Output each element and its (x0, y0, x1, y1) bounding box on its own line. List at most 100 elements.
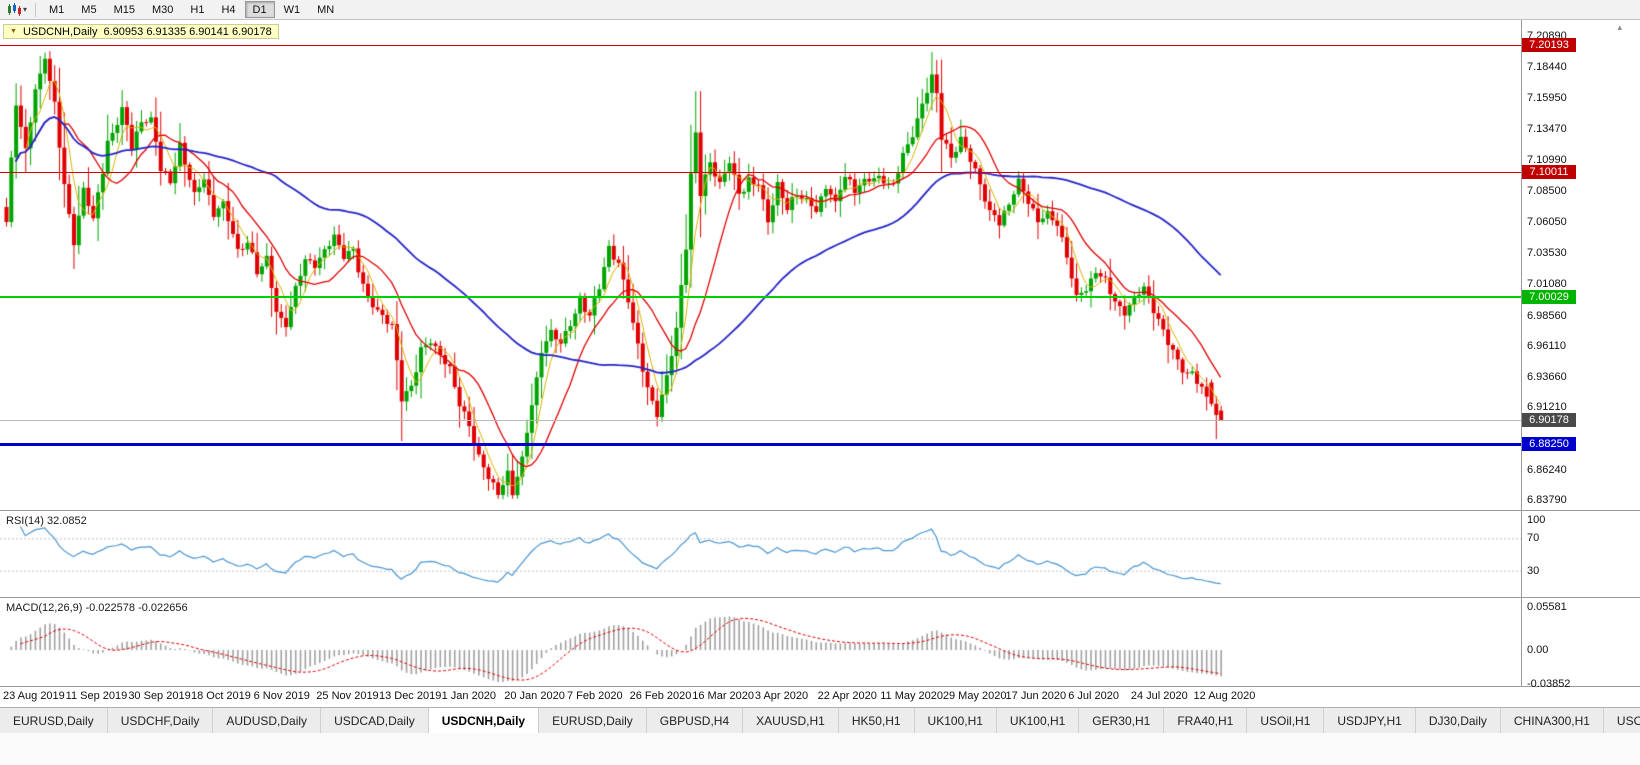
price-tick: 7.10990 (1527, 154, 1567, 167)
date-label: 6 Jul 2020 (1068, 690, 1119, 702)
price-tick: 6.98560 (1527, 309, 1567, 322)
symbol-tab[interactable]: USOil,H1 (1603, 708, 1640, 733)
symbol-tab[interactable]: GER30,H1 (1079, 708, 1165, 733)
date-label: 16 Mar 2020 (692, 690, 755, 702)
symbol-tab[interactable]: USDCAD,Daily (321, 708, 429, 733)
symbol-tabbar: EURUSD,Daily USDCHF,Daily AUDUSD,Daily USDC… (0, 707, 1640, 733)
symbol-tabs: EURUSD,Daily USDCHF,Daily AUDUSD,Daily USDC… (0, 708, 1640, 733)
hline-6.88250[interactable] (0, 442, 1521, 446)
panel-resize-handle-dates[interactable] (0, 686, 1640, 687)
macd-tick: 0.00 (1527, 644, 1549, 657)
symbol-tab[interactable]: AUDUSD,Daily (213, 708, 322, 733)
macd-tick: 0.05581 (1527, 601, 1567, 613)
date-label: 26 Feb 2020 (629, 690, 692, 702)
chart-symbol-label: USDCNH,Daily (22, 25, 98, 38)
price-tick: 7.08500 (1527, 185, 1567, 198)
chart-type-glyph (8, 3, 21, 16)
toolbar-separator (35, 2, 37, 17)
date-label: 23 Aug 2019 (3, 690, 65, 702)
macd-label: MACD(12,26,9) -0.022578 -0.022656 (6, 602, 188, 614)
scroll-marker-icon: ▴ (1617, 22, 1622, 32)
price-tick: 6.93660 (1527, 370, 1567, 383)
timeframe-button[interactable]: H4 (213, 1, 243, 18)
price-chip-6.90178: 6.90178 (1522, 413, 1576, 428)
symbol-tab[interactable]: USDCHF,Daily (107, 708, 214, 733)
price-axis-border (1521, 20, 1522, 686)
date-label: 30 Sep 2019 (128, 690, 191, 702)
date-label: 25 Nov 2019 (316, 690, 379, 702)
date-label: 29 May 2020 (942, 690, 1007, 702)
symbol-tab[interactable]: EURUSD,Daily (0, 708, 108, 733)
price-tick: 7.13470 (1527, 123, 1567, 136)
date-label: 11 May 2020 (880, 690, 944, 702)
date-label: 20 Jan 2020 (504, 690, 565, 702)
price-tick: 6.83790 (1527, 494, 1567, 507)
date-label: 7 Feb 2020 (566, 690, 623, 702)
date-label: 18 Oct 2019 (190, 690, 251, 702)
price-tick: 7.01080 (1527, 278, 1567, 290)
hline-7.00029[interactable] (0, 296, 1521, 299)
price-tick: 7.03530 (1527, 247, 1567, 260)
symbol-tab[interactable]: HK50,H1 (838, 708, 915, 733)
date-label: 6 Nov 2019 (253, 690, 310, 702)
date-label: 12 Aug 2020 (1193, 690, 1256, 702)
symbol-tab[interactable]: UK100,H1 (914, 708, 997, 733)
chart-region: ▼ USDCNH,Daily 6.90953 6.91335 6.90141 6… (0, 20, 1640, 707)
panel-resize-handle-macd[interactable] (0, 597, 1640, 598)
rsi-tick: 30 (1527, 564, 1540, 577)
hline-7.20193[interactable] (0, 44, 1521, 46)
rsi-tick: 70 (1527, 532, 1540, 545)
date-label: 22 Apr 2020 (817, 690, 877, 702)
hline-7.10011[interactable] (0, 171, 1521, 173)
symbol-tab[interactable]: USDJPY,H1 (1324, 708, 1416, 733)
hline-6.90178[interactable] (0, 419, 1521, 421)
symbol-tab[interactable]: XAUUSD,H1 (743, 708, 839, 733)
rsi-tick: 100 (1527, 514, 1546, 526)
symbol-tab[interactable]: UK100,H1 (996, 708, 1080, 733)
symbol-tab[interactable]: DJ30,Daily (1415, 708, 1501, 733)
price-chart-canvas[interactable] (0, 20, 1640, 707)
chart-title: ▼ USDCNH,Daily 6.90953 6.91335 6.90141 6… (3, 24, 279, 39)
price-chip-7.00029: 7.00029 (1522, 290, 1576, 305)
rsi-label: RSI(14) 32.0852 (6, 515, 87, 527)
price-tick: 7.15950 (1527, 92, 1567, 105)
timeframe-button[interactable]: M30 (144, 1, 181, 18)
symbol-tab[interactable]: USOil,H1 (1247, 708, 1325, 733)
chart-ohlc-values: 6.90953 6.91335 6.90141 6.90178 (103, 25, 272, 38)
price-chip-7.10011: 7.10011 (1522, 165, 1576, 180)
chart-type-dropdown-icon[interactable]: ▾ (23, 5, 28, 14)
bottom-strip (0, 733, 1640, 765)
timeframe-toolbar: ▾ M1 M5 M15 M30 H1 H4 D1 W1 MN (0, 0, 1640, 20)
price-chip-7.20193: 7.20193 (1522, 38, 1576, 53)
symbol-tab[interactable]: EURUSD,Daily (539, 708, 647, 733)
time-axis[interactable]: 23 Aug 2019 11 Sep 2019 30 Sep 2019 18 Oct … (0, 688, 1640, 706)
date-label: 13 Dec 2019 (378, 690, 442, 702)
price-chip-6.88250: 6.88250 (1522, 437, 1576, 452)
date-label: 3 Apr 2020 (754, 690, 809, 702)
timeframe-button[interactable]: H1 (182, 1, 212, 18)
symbol-tab[interactable]: GBPUSD,H4 (646, 708, 744, 733)
date-label: 1 Jan 2020 (441, 690, 497, 702)
timeframe-button[interactable]: D1 (244, 1, 275, 18)
symbol-tab[interactable]: CHINA300,H1 (1500, 708, 1604, 733)
price-tick: 6.91210 (1527, 401, 1567, 414)
macd-tick: -0.03852 (1527, 678, 1571, 690)
timeframe-buttons: M1 M5 M15 M30 H1 H4 D1 W1 MN (41, 1, 343, 18)
price-tick: 6.96110 (1527, 340, 1566, 353)
timeframe-button[interactable]: M5 (73, 1, 104, 18)
timeframe-button[interactable]: M1 (41, 1, 72, 18)
date-label: 24 Jul 2020 (1130, 690, 1188, 702)
price-tick: 7.18440 (1527, 61, 1567, 73)
chart-type-icon[interactable] (5, 2, 23, 18)
symbol-tab[interactable]: FRA40,H1 (1164, 708, 1248, 733)
price-tick: 7.06050 (1527, 215, 1567, 228)
symbol-tab[interactable]: USDCNH,Daily (428, 708, 540, 733)
date-label: 11 Sep 2019 (65, 690, 128, 702)
panel-resize-handle-rsi[interactable] (0, 510, 1640, 511)
timeframe-button[interactable]: W1 (276, 1, 309, 18)
date-label: 17 Jun 2020 (1005, 690, 1067, 702)
timeframe-button[interactable]: MN (309, 1, 342, 18)
timeframe-button[interactable]: M15 (106, 1, 143, 18)
price-tick: 6.86240 (1527, 463, 1567, 476)
